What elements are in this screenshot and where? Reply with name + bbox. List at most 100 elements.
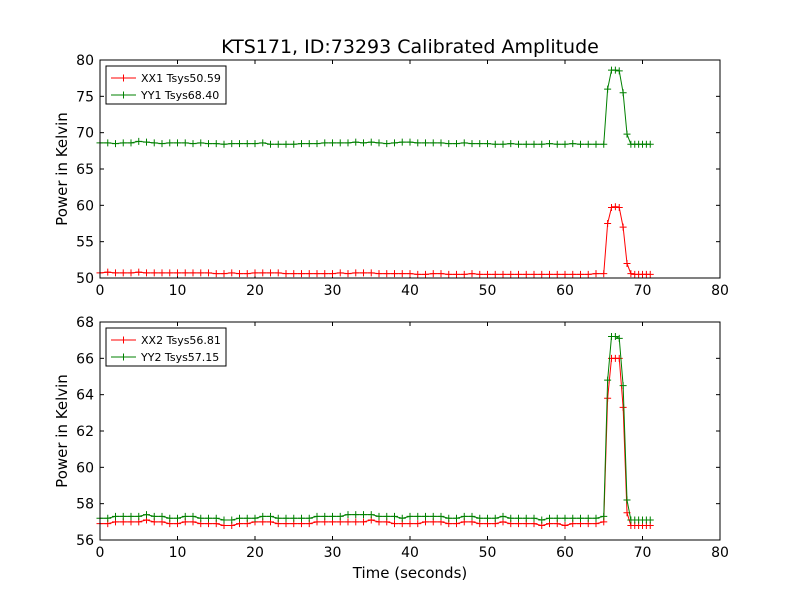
data-point (429, 512, 437, 520)
y-tick-label: 60 (76, 460, 94, 476)
data-point (414, 512, 422, 520)
data-point (305, 140, 313, 148)
data-point (150, 139, 158, 147)
data-point (476, 140, 484, 148)
data-point (611, 203, 619, 211)
data-point (491, 514, 499, 522)
data-point (150, 512, 158, 520)
data-point (112, 140, 119, 148)
data-point (391, 520, 398, 528)
data-point (619, 89, 627, 97)
data-point (406, 138, 414, 146)
y-axis-label: Power in Kelvin (53, 112, 71, 226)
data-point (143, 138, 150, 146)
legend-box (105, 327, 227, 367)
data-point (212, 270, 220, 278)
data-point (181, 139, 189, 147)
data-point (212, 140, 220, 148)
data-point (608, 204, 615, 212)
data-point (460, 139, 468, 147)
data-point (453, 514, 460, 522)
data-point (468, 270, 476, 278)
data-point (375, 512, 383, 520)
data-point (305, 514, 313, 522)
legend-marker (120, 336, 127, 344)
data-point (429, 270, 437, 278)
data-point (313, 512, 321, 520)
data-point (352, 269, 360, 277)
data-point (546, 270, 553, 278)
x-tick-label: 10 (169, 283, 187, 299)
x-tick-label: 20 (246, 283, 264, 299)
legend-label: XX2 Tsys56.81 (141, 334, 221, 347)
data-point (104, 139, 112, 147)
legend: XX1 Tsys50.59 YY1 Tsys68.40 (105, 65, 227, 105)
data-point (561, 270, 569, 278)
data-point (274, 269, 282, 277)
data-point (228, 516, 236, 524)
series-xx1 (96, 203, 654, 278)
data-point (220, 270, 228, 278)
data-point (267, 269, 274, 277)
data-point (367, 138, 375, 146)
legend-marker (120, 74, 127, 82)
legend-label: YY2 Tsys57.15 (140, 351, 219, 364)
x-tick-label: 0 (96, 545, 105, 561)
data-point (352, 518, 360, 526)
data-point (445, 514, 453, 522)
data-point (619, 382, 627, 390)
data-point (267, 512, 274, 520)
data-point (259, 512, 267, 520)
data-point (375, 139, 383, 147)
data-point (174, 269, 181, 277)
legend-label: YY1 Tsys68.40 (140, 89, 219, 102)
x-tick-label: 40 (401, 283, 419, 299)
data-point (460, 270, 468, 278)
data-point (522, 270, 530, 278)
data-point (251, 514, 259, 522)
y-tick-label: 62 (76, 424, 94, 440)
data-point (189, 512, 197, 520)
data-point (321, 139, 329, 147)
data-point (611, 66, 619, 74)
data-point (205, 514, 212, 522)
data-point (243, 270, 251, 278)
data-point (515, 270, 522, 278)
data-point (468, 140, 476, 148)
data-point (453, 270, 460, 278)
data-point (584, 140, 592, 148)
y-tick-label: 66 (76, 351, 94, 367)
data-point (453, 140, 460, 148)
data-point (546, 514, 553, 522)
data-point (561, 140, 569, 148)
data-point (569, 270, 577, 278)
data-point (499, 512, 507, 520)
data-point (538, 140, 546, 148)
data-point (352, 138, 360, 146)
data-point (228, 140, 236, 148)
data-point (584, 270, 592, 278)
legend-box (105, 65, 227, 105)
data-point (298, 270, 305, 278)
data-point (189, 269, 197, 277)
data-point (623, 496, 631, 504)
data-point (360, 269, 367, 277)
data-point (600, 270, 608, 278)
data-point (623, 130, 631, 138)
data-point (313, 270, 321, 278)
data-point (437, 270, 445, 278)
data-point (499, 140, 507, 148)
data-point (623, 259, 631, 267)
data-point (181, 512, 189, 520)
data-point (530, 270, 538, 278)
data-point (104, 514, 112, 522)
data-point (546, 140, 553, 148)
data-point (577, 514, 584, 522)
data-point (422, 270, 429, 278)
data-point (143, 511, 150, 519)
data-point (360, 511, 367, 519)
legend-label: XX1 Tsys50.59 (141, 72, 221, 85)
data-point (414, 520, 422, 528)
